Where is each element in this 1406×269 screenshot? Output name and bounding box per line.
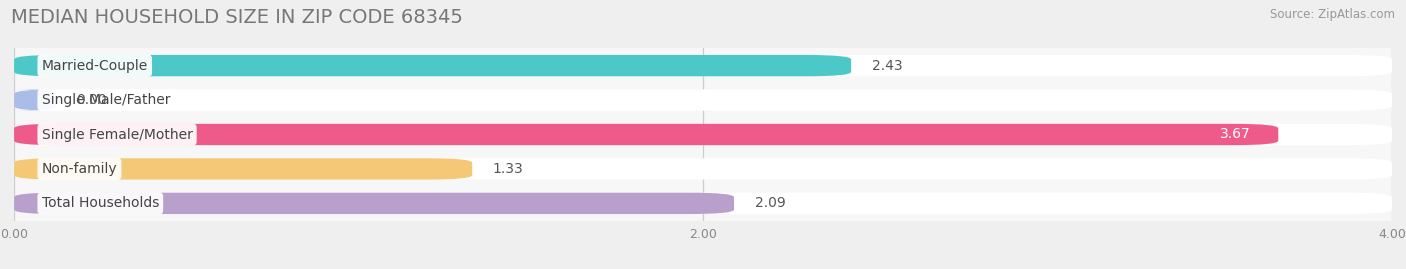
FancyBboxPatch shape — [14, 89, 1392, 111]
FancyBboxPatch shape — [14, 158, 472, 180]
FancyBboxPatch shape — [14, 55, 851, 76]
Text: 1.33: 1.33 — [494, 162, 523, 176]
FancyBboxPatch shape — [14, 158, 1392, 180]
FancyBboxPatch shape — [14, 124, 1278, 145]
FancyBboxPatch shape — [14, 193, 734, 214]
FancyBboxPatch shape — [14, 193, 1392, 214]
FancyBboxPatch shape — [14, 124, 1392, 145]
Text: Married-Couple: Married-Couple — [42, 59, 148, 73]
FancyBboxPatch shape — [11, 89, 59, 111]
Text: 0.00: 0.00 — [76, 93, 107, 107]
Text: Single Male/Father: Single Male/Father — [42, 93, 170, 107]
Text: Source: ZipAtlas.com: Source: ZipAtlas.com — [1270, 8, 1395, 21]
Text: MEDIAN HOUSEHOLD SIZE IN ZIP CODE 68345: MEDIAN HOUSEHOLD SIZE IN ZIP CODE 68345 — [11, 8, 463, 27]
Text: Single Female/Mother: Single Female/Mother — [42, 128, 193, 141]
Text: Non-family: Non-family — [42, 162, 117, 176]
Text: Total Households: Total Households — [42, 196, 159, 210]
Text: 2.09: 2.09 — [755, 196, 786, 210]
FancyBboxPatch shape — [14, 55, 1392, 76]
Text: 3.67: 3.67 — [1220, 128, 1251, 141]
Text: 2.43: 2.43 — [872, 59, 903, 73]
